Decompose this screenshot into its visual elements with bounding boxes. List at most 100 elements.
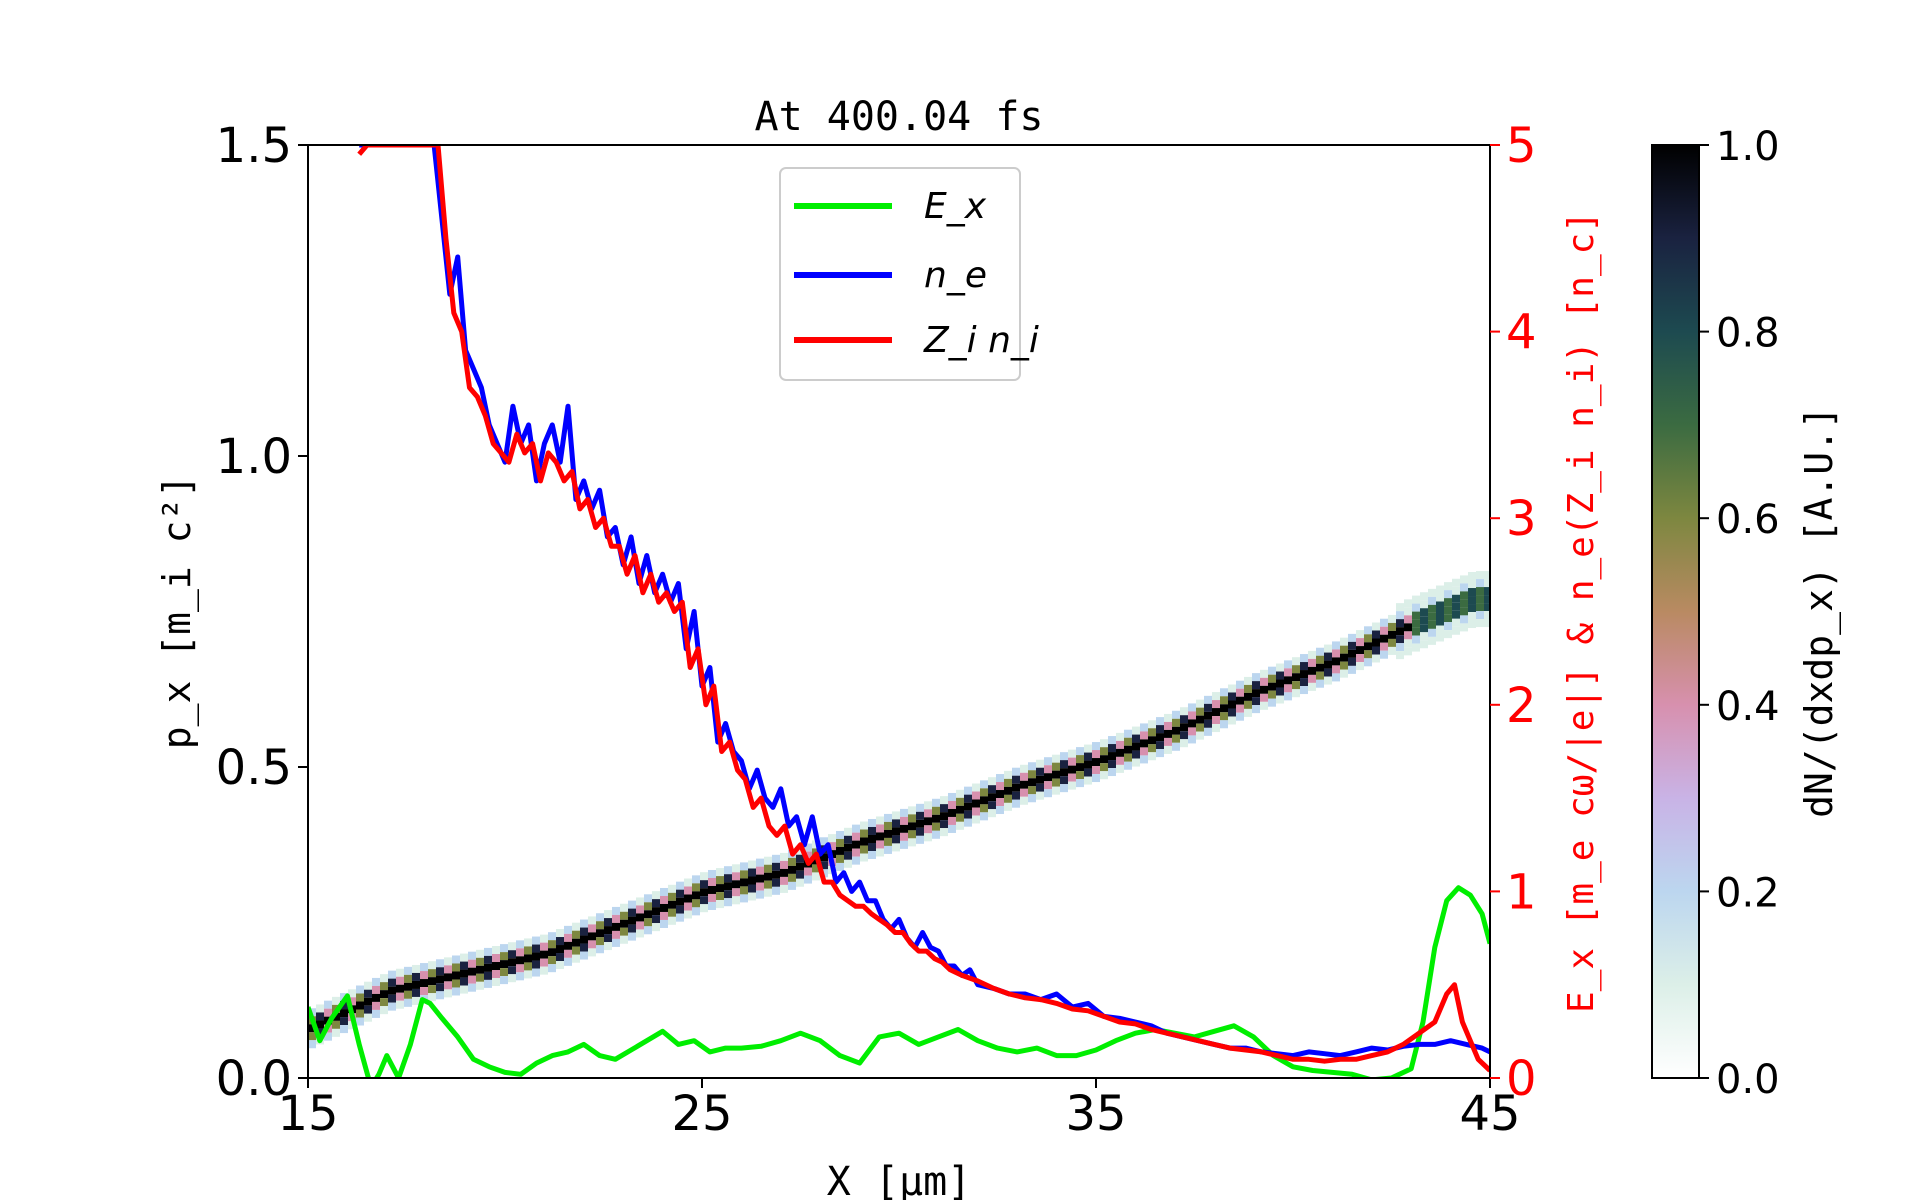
heatmap-cell-53-1 [732, 872, 740, 881]
heatmap-cell-70-1 [868, 826, 876, 835]
heatmap-cell-59-3 [780, 876, 788, 885]
heatmap-cell-42-3 [644, 918, 652, 927]
heatmap-cell-20-2 [468, 967, 476, 976]
heatmap-cell-60-4 [788, 881, 796, 890]
heatmap-cell-137-6 [1404, 647, 1412, 656]
heatmap-cell-79-4 [940, 828, 948, 837]
heatmap-cell-121-1 [1276, 671, 1284, 680]
heatmap-cell-16-3 [436, 983, 444, 992]
heatmap-cell-38-3 [612, 930, 620, 939]
heatmap-cell-47-2 [684, 894, 692, 903]
heatmap-cell-139-2 [1420, 608, 1428, 617]
heatmap-cell-142-0 [1444, 582, 1452, 591]
heatmap-cell-132-0 [1364, 626, 1372, 635]
heatmap-cell-30-0 [548, 932, 556, 941]
heatmap-cell-52-2 [724, 882, 732, 891]
heatmap-cell-46-4 [676, 913, 684, 922]
heatmap-cell-59-1 [780, 860, 788, 869]
heatmap-cell-88-2 [1012, 783, 1020, 792]
heatmap-cell-79-2 [940, 812, 948, 821]
heatmap-cell-3-2 [332, 1012, 340, 1021]
heatmap-cell-23-2 [492, 962, 500, 971]
heatmap-cell-135-2 [1388, 630, 1396, 639]
heatmap-cell-86-3 [996, 798, 1004, 807]
heatmap-cell-59-4 [780, 884, 788, 893]
heatmap-cell-8-3 [372, 1001, 380, 1010]
heatmap-cell-119-0 [1260, 669, 1268, 678]
heatmap-cell-45-0 [668, 884, 676, 893]
heatmap-cell-58-1 [772, 862, 780, 871]
heatmap-cell-74-0 [900, 808, 908, 817]
heatmap-cell-56-0 [756, 858, 764, 867]
heatmap-cell-1-1 [316, 1012, 324, 1021]
heatmap-cell-110-2 [1188, 719, 1196, 728]
heatmap-cell-64-3 [820, 861, 828, 870]
heatmap-cell-2-1 [324, 1008, 332, 1017]
heatmap-cell-52-3 [724, 890, 732, 899]
heatmap-cell-70-0 [868, 818, 876, 827]
heatmap-cell-38-4 [612, 938, 620, 947]
heatmap-cell-111-2 [1196, 715, 1204, 724]
heatmap-cell-130-0 [1348, 633, 1356, 642]
heatmap-cell-79-1 [940, 804, 948, 813]
heatmap-cell-59-0 [780, 852, 788, 861]
colorbar-tick-label-1: 0.2 [1716, 870, 1780, 916]
heatmap-cell-94-0 [1060, 752, 1068, 761]
heatmap-cell-87-2 [1004, 786, 1012, 795]
right-y-tick-label-0: 0 [1506, 1051, 1537, 1107]
heatmap-cell-88-1 [1012, 775, 1020, 784]
heatmap-cell-144-3 [1460, 599, 1468, 608]
heatmap-cell-144-4 [1460, 607, 1468, 616]
heatmap-cell-99-1 [1100, 747, 1108, 756]
heatmap-cell-66-2 [836, 846, 844, 855]
heatmap-cell-1-3 [316, 1028, 324, 1037]
heatmap-cell-102-3 [1124, 753, 1132, 762]
heatmap-cell-89-4 [1020, 796, 1028, 805]
heatmap-cell-112-0 [1204, 695, 1212, 704]
heatmap-cell-147-4 [1484, 603, 1490, 612]
heatmap-cell-58-3 [772, 878, 780, 887]
heatmap-cell-51-2 [716, 884, 724, 893]
heatmap-cell-85-2 [988, 793, 996, 802]
heatmap-cell-128-3 [1332, 665, 1340, 674]
heatmap-cell-78-3 [932, 822, 940, 831]
heatmap-cell-55-0 [748, 860, 756, 869]
heatmap-cell-143-3 [1452, 602, 1460, 611]
heatmap-cell-24-1 [500, 952, 508, 961]
heatmap-cell-67-0 [844, 827, 852, 836]
heatmap-cell-57-1 [764, 864, 772, 873]
heatmap-cell-70-2 [868, 834, 876, 843]
heatmap-cell-76-0 [916, 803, 924, 812]
heatmap-cell-24-0 [500, 944, 508, 953]
heatmap-cell-16-2 [436, 975, 444, 984]
heatmap-cell-108-1 [1172, 718, 1180, 727]
heatmap-cell-128-1 [1332, 649, 1340, 658]
heatmap-cell-92-1 [1044, 765, 1052, 774]
heatmap-cell-117-2 [1244, 692, 1252, 701]
heatmap-cell-95-4 [1068, 781, 1076, 790]
heatmap-cell-134-3 [1380, 642, 1388, 651]
heatmap-cell-54-3 [740, 886, 748, 895]
heatmap-cell-25-2 [508, 958, 516, 967]
heatmap-cell-70-3 [868, 842, 876, 851]
heatmap-cell-83-1 [972, 791, 980, 800]
heatmap-cell-69-2 [860, 837, 868, 846]
heatmap-cell-51-0 [716, 868, 724, 877]
heatmap-cell-26-2 [516, 956, 524, 965]
heatmap-cell-105-2 [1148, 736, 1156, 745]
x-tick-label-3: 45 [1459, 1086, 1520, 1142]
heatmap-cell-73-3 [892, 835, 900, 844]
heatmap-cell-119-2 [1260, 685, 1268, 694]
heatmap-cell-6-2 [356, 1001, 364, 1010]
heatmap-cell-7-1 [364, 989, 372, 998]
heatmap-cell-37-1 [604, 918, 612, 927]
heatmap-cell-125-2 [1308, 666, 1316, 675]
heatmap-cell-2-4 [324, 1032, 332, 1041]
heatmap-cell-98-3 [1092, 766, 1100, 775]
heatmap-cell-143-6 [1452, 626, 1460, 635]
heatmap-cell-18-0 [452, 955, 460, 964]
heatmap-cell-63-3 [812, 864, 820, 873]
heatmap-cell-5-0 [348, 989, 356, 998]
heatmap-cell-107-0 [1164, 713, 1172, 722]
heatmap-cell-116-0 [1236, 680, 1244, 689]
